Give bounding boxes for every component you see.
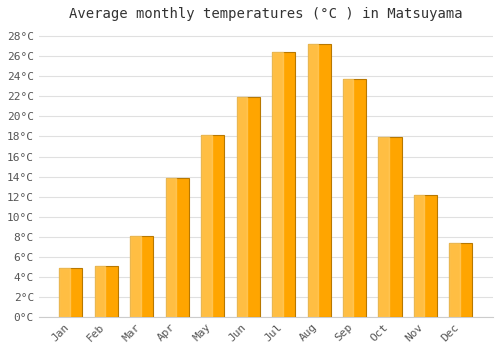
Bar: [236, 97, 260, 317]
Bar: [236, 97, 247, 317]
Bar: [343, 79, 366, 317]
Bar: [378, 138, 402, 317]
Bar: [201, 135, 211, 317]
Bar: [272, 52, 282, 317]
Bar: [272, 52, 295, 317]
Bar: [450, 243, 472, 317]
Bar: [130, 236, 140, 317]
Bar: [414, 195, 424, 317]
Bar: [95, 266, 118, 317]
Bar: [166, 177, 176, 317]
Bar: [60, 268, 70, 317]
Bar: [308, 44, 330, 317]
Title: Average monthly temperatures (°C ) in Matsuyama: Average monthly temperatures (°C ) in Ma…: [69, 7, 462, 21]
Bar: [450, 243, 460, 317]
Bar: [166, 177, 189, 317]
Bar: [201, 135, 224, 317]
Bar: [414, 195, 437, 317]
Bar: [308, 44, 318, 317]
Bar: [95, 266, 106, 317]
Bar: [60, 268, 82, 317]
Bar: [343, 79, 353, 317]
Bar: [130, 236, 154, 317]
Bar: [378, 138, 389, 317]
